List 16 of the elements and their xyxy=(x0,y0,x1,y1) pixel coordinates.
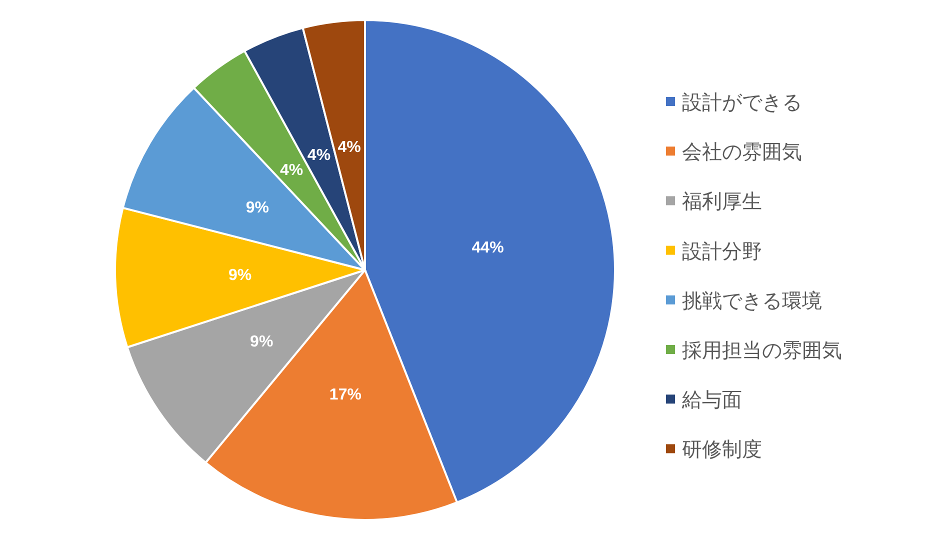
legend-label: 研修制度 xyxy=(682,437,762,462)
legend-label: 給与面 xyxy=(681,388,742,412)
data-label: 9% xyxy=(246,199,269,216)
data-label: 9% xyxy=(228,266,252,284)
data-label: 44% xyxy=(472,240,504,257)
legend-label: 設計分野 xyxy=(682,238,762,263)
data-label: 4% xyxy=(338,138,361,156)
legend-label: 会社の雰囲気 xyxy=(682,140,802,164)
legend-label: 設計ができる xyxy=(682,90,802,114)
data-label: 9% xyxy=(250,333,274,350)
legend-label: 挑戦できる環境 xyxy=(682,288,822,312)
legend-label: 福利厚生 xyxy=(682,189,762,214)
data-label: 17% xyxy=(329,386,362,404)
legend-label: 採用担当の雰囲気 xyxy=(682,338,842,362)
data-label: 4% xyxy=(280,162,304,179)
data-label: 4% xyxy=(307,146,331,164)
